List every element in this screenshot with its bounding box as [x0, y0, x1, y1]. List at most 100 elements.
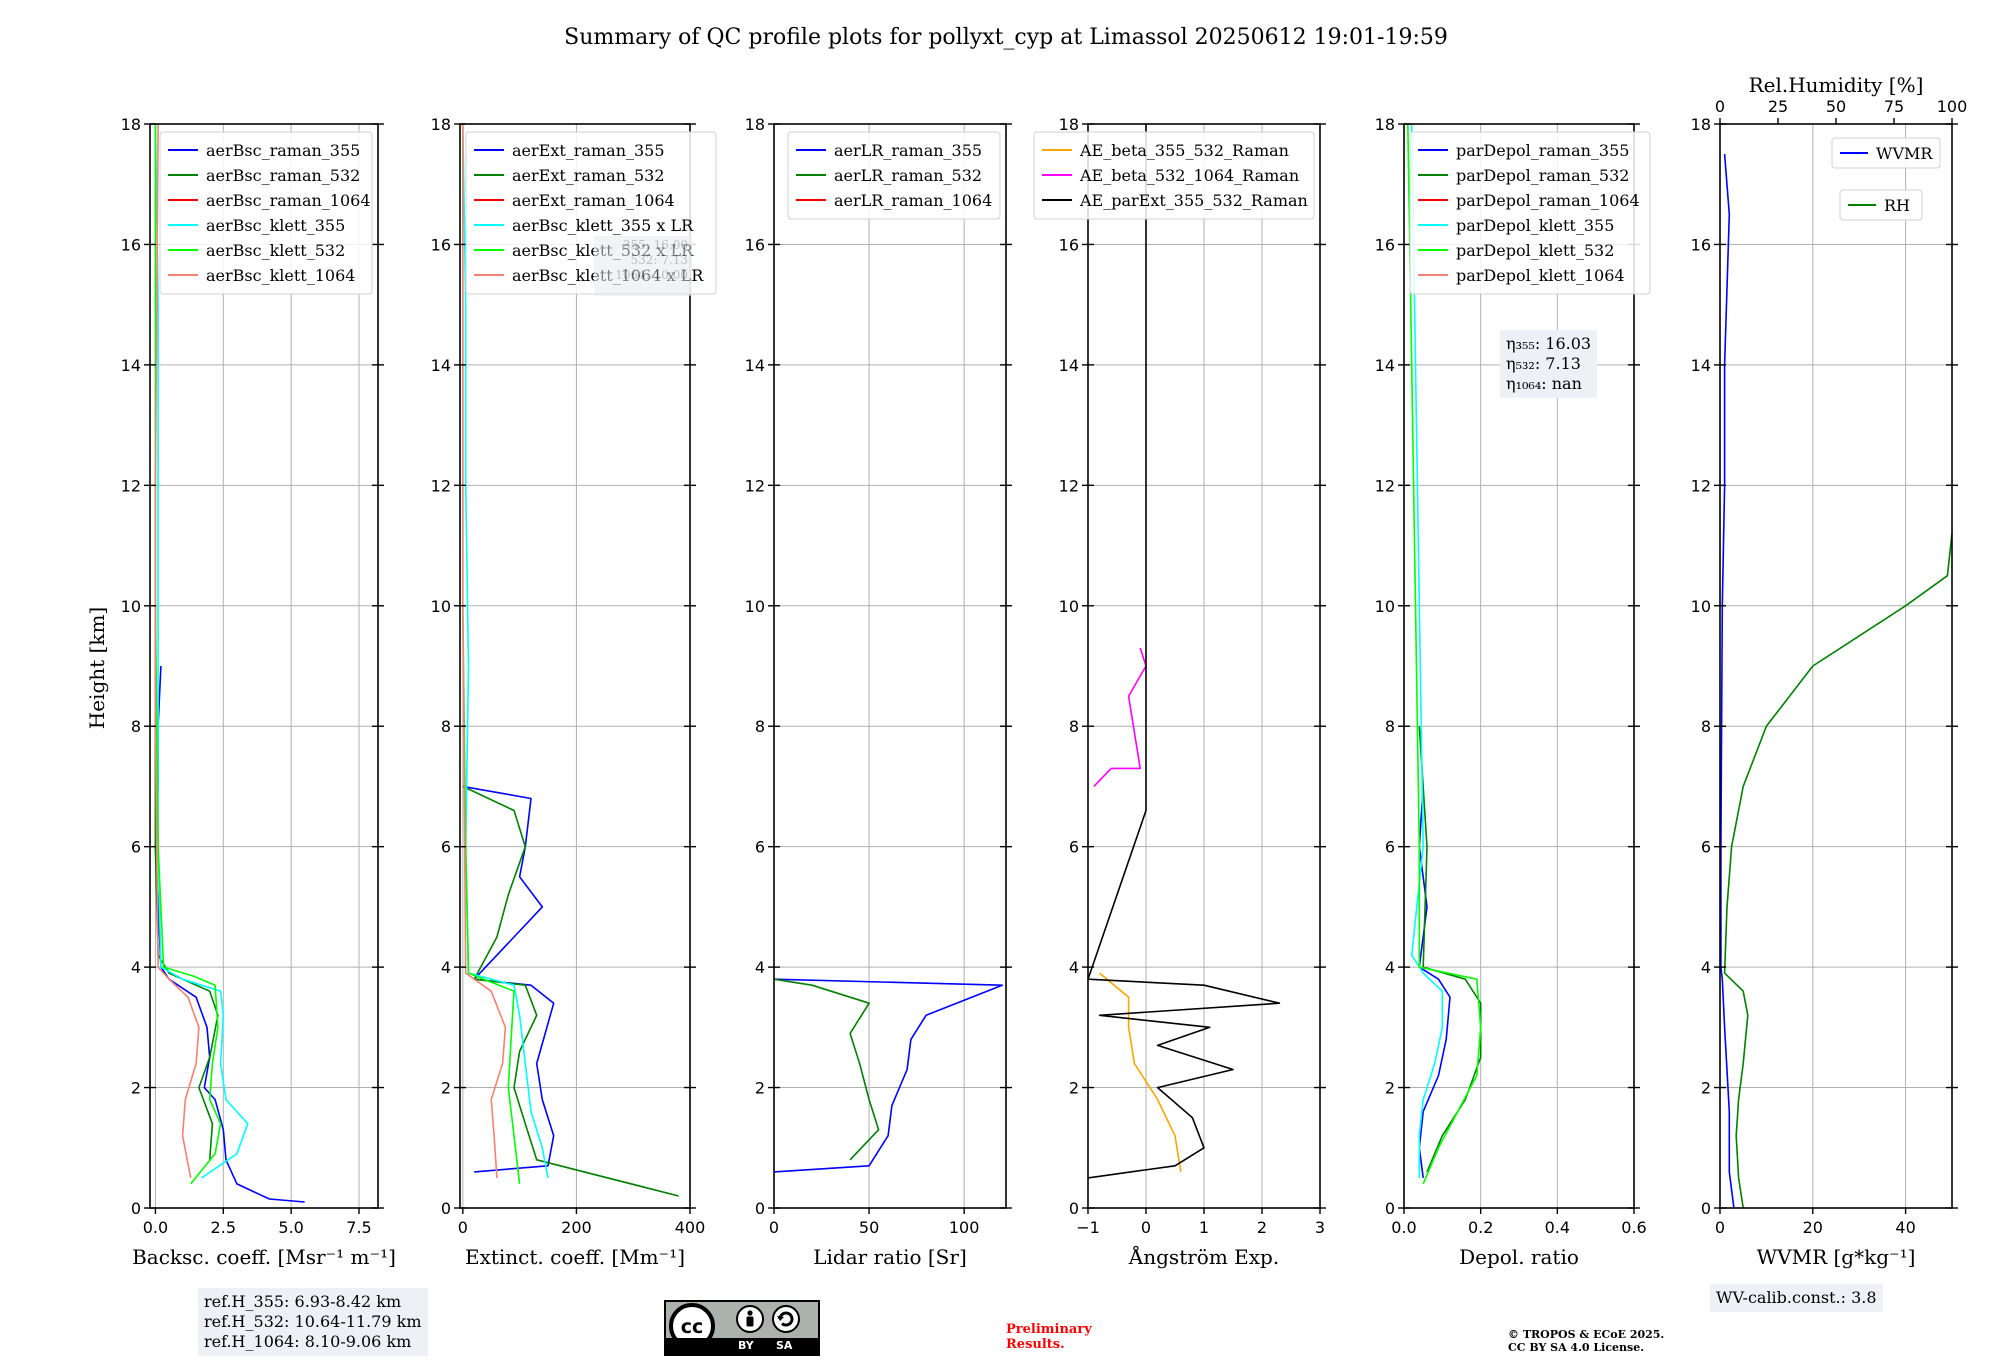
y-tick-label: 2 [1069, 1079, 1079, 1098]
y-tick-label: 14 [1375, 356, 1395, 375]
legend-entry: WVMR [1876, 144, 1933, 163]
wv-calib-text: WV-calib.const.: 3.8 [1716, 1288, 1877, 1307]
y-tick-label: 6 [1701, 838, 1711, 857]
x-tick-label: 400 [675, 1218, 706, 1237]
legend-entry: aerLR_raman_1064 [834, 191, 992, 210]
x-tick-label: 50 [859, 1218, 879, 1237]
ghost-legend-532: 532: 7.13 [630, 253, 688, 267]
legend-entry: parDepol_klett_1064 [1456, 266, 1625, 285]
y-tick-label: 18 [1059, 115, 1079, 134]
y-tick-label: 12 [1691, 476, 1711, 495]
x-tick-label: 1 [1199, 1218, 1209, 1237]
eta-532: η₅₃₂: 7.13 [1506, 354, 1581, 373]
y-tick-label: 4 [441, 958, 451, 977]
y-tick-label: 2 [441, 1079, 451, 1098]
y-tick-label: 6 [131, 838, 141, 857]
legend-entry: aerExt_raman_532 [512, 166, 665, 185]
y-tick-label: 8 [755, 717, 765, 736]
y-tick-label: 6 [1385, 838, 1395, 857]
preliminary-line-2: Results. [1006, 1337, 1065, 1352]
x-tick-label: 20 [1803, 1218, 1823, 1237]
panel-5: 0 2 4 6 8 10 12 14 16 18 0.0 0.2 0.4 0.6 Depol. ratio p… [1375, 115, 1651, 1269]
legend-entry: AE_beta_532_1064_Raman [1079, 166, 1299, 185]
x-tick-label: 7.5 [346, 1218, 371, 1237]
legend-entry: aerBsc_raman_532 [206, 166, 360, 185]
y-tick-label: 18 [745, 115, 765, 134]
series-line-aerlr-raman-355 [773, 978, 1003, 1173]
ghost-legend-1064: 1064: 10.00 [615, 268, 688, 282]
y-tick-label: 2 [1385, 1079, 1395, 1098]
y-axis-label: Height [km] [85, 607, 109, 729]
x-tick-label: 200 [561, 1218, 592, 1237]
ref-height-355: ref.H_355: 6.93-8.42 km [204, 1292, 402, 1311]
y-tick-label: 4 [1385, 958, 1395, 977]
y-tick-label: 14 [1691, 356, 1711, 375]
y-tick-label: 8 [1701, 717, 1711, 736]
legend-entry: aerBsc_klett_355 x LR [512, 216, 694, 235]
legend-entry: aerBsc_klett_1064 [206, 266, 355, 285]
y-tick-label: 10 [1691, 597, 1711, 616]
legend-entry: aerBsc_raman_1064 [206, 191, 371, 210]
y-tick-label: 10 [121, 597, 141, 616]
y-tick-label: 12 [121, 476, 141, 495]
ghost-legend: 355: 16.00 532: 7.13 1064: 10.00 [594, 236, 692, 296]
y-tick-label: 10 [431, 597, 451, 616]
y-tick-label: 12 [745, 476, 765, 495]
legend-box [787, 131, 1001, 220]
x2-tick-label: 100 [1937, 97, 1968, 116]
legend-entry: aerLR_raman_355 [834, 141, 982, 160]
legend-entry: parDepol_raman_532 [1456, 166, 1629, 185]
y-tick-label: 6 [1069, 838, 1079, 857]
y-tick-label: 8 [1069, 717, 1079, 736]
series-line-aerbsc-klett-355 [154, 123, 249, 1179]
legend-entry: parDepol_raman_355 [1456, 141, 1629, 160]
x2-tick-label: 0 [1715, 97, 1725, 116]
y-tick-label: 18 [431, 115, 451, 134]
legend-entry: aerBsc_klett_355 [206, 216, 345, 235]
series-line-pardepol-raman-532 [1418, 726, 1482, 1173]
y-tick-label: 2 [1701, 1079, 1711, 1098]
x-axis-label: Extinct. coeff. [Mm⁻¹] [465, 1245, 685, 1269]
legend-entry: parDepol_klett_532 [1456, 241, 1614, 260]
x-tick-label: −1 [1076, 1218, 1100, 1237]
ref-height-box: ref.H_355: 6.93-8.42 km ref.H_532: 10.64… [198, 1288, 428, 1356]
y-tick-label: 12 [431, 476, 451, 495]
legend-entry: RH [1884, 196, 1910, 215]
y-tick-label: 16 [1691, 235, 1711, 254]
y-tick-label: 2 [131, 1079, 141, 1098]
series-line-aerbsc-raman-532 [154, 605, 219, 1160]
y-tick-label: 14 [1059, 356, 1079, 375]
panel-1: 0 2 4 6 8 10 12 14 16 18 0.0 2.5 5.0 7.5 Backsc. coeff… [121, 115, 396, 1269]
y-tick-label: 8 [1385, 717, 1395, 736]
y-tick-label: 4 [131, 958, 141, 977]
y-tick-label: 16 [1059, 235, 1079, 254]
x-tick-label: 100 [949, 1218, 980, 1237]
series-line-aerbsc-klett-1064 [154, 123, 200, 1179]
y-tick-label: 8 [131, 717, 141, 736]
y-tick-label: 0 [1701, 1199, 1711, 1218]
y-tick-label: 16 [121, 235, 141, 254]
axes-frame [149, 123, 379, 1209]
legend-box [1033, 131, 1315, 220]
y-tick-label: 0 [441, 1199, 451, 1218]
cc-by-label: BY [738, 1339, 754, 1352]
y-tick-label: 4 [1069, 958, 1079, 977]
x2-tick-label: 50 [1826, 97, 1846, 116]
legend-entry: aerLR_raman_532 [834, 166, 982, 185]
series-line-aerext-raman-532 [462, 785, 679, 1197]
eta-box: η₃₅₅: 16.03 η₅₃₂: 7.13 η₁₀₆₄: nan [1500, 330, 1598, 398]
y-tick-label: 18 [1691, 115, 1711, 134]
legend-entry: parDepol_raman_1064 [1456, 191, 1640, 210]
wv-calib-box: WV-calib.const.: 3.8 [1710, 1284, 1883, 1312]
series-line-pardepol-klett-532 [1407, 123, 1482, 1185]
y-tick-label: 10 [1375, 597, 1395, 616]
x-tick-label: 3 [1315, 1218, 1325, 1237]
y-tick-label: 2 [755, 1079, 765, 1098]
x-axis-label: Lidar ratio [Sr] [813, 1245, 967, 1269]
legend-entry: AE_parExt_355_532_Raman [1079, 191, 1308, 210]
legend-entry: parDepol_klett_355 [1456, 216, 1614, 235]
y-tick-label: 14 [121, 356, 141, 375]
series-line-wvmr [1720, 154, 1735, 1209]
